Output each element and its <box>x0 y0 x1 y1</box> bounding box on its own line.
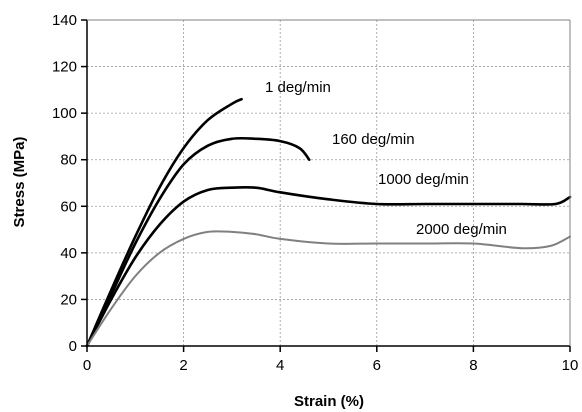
series-label-1-deg-min: 1 deg/min <box>265 79 331 96</box>
x-tick-label-6: 6 <box>373 357 381 374</box>
y-tick-label-20: 20 <box>60 291 77 308</box>
labels-layer: Strain (%) Stress (MPa) 1 deg/min 160 de… <box>11 79 507 410</box>
y-tick-label-40: 40 <box>60 245 77 262</box>
series-line-160-deg-min <box>85 136 311 348</box>
series-line-1-deg-min <box>85 97 243 348</box>
y-tick-label-140: 140 <box>52 12 77 29</box>
x-axis-label: Strain (%) <box>294 393 364 410</box>
series-layer <box>85 97 572 348</box>
y-tick-label-120: 120 <box>52 59 77 76</box>
x-tick-label-8: 8 <box>469 357 477 374</box>
y-tick-label-0: 0 <box>69 338 77 355</box>
series-label-1000-deg-min: 1000 deg/min <box>378 171 469 188</box>
x-tick-label-0: 0 <box>83 357 91 374</box>
x-tick-label-10: 10 <box>562 357 579 374</box>
y-tick-label-100: 100 <box>52 105 77 122</box>
grid-layer <box>87 20 570 346</box>
series-label-160-deg-min: 160 deg/min <box>332 131 415 148</box>
series-line-1000-deg-min <box>85 185 572 348</box>
y-axis-label: Stress (MPa) <box>11 137 28 228</box>
series-label-2000-deg-min: 2000 deg/min <box>416 221 507 238</box>
axes-layer <box>86 19 571 347</box>
ticks-layer: 0 20 40 60 80 100 120 140 0 2 4 6 8 10 <box>52 12 578 374</box>
x-tick-label-2: 2 <box>179 357 187 374</box>
y-tick-label-60: 60 <box>60 198 77 215</box>
y-tick-label-80: 80 <box>60 152 77 169</box>
x-tick-label-4: 4 <box>276 357 284 374</box>
series-line-2000-deg-min <box>86 230 571 347</box>
